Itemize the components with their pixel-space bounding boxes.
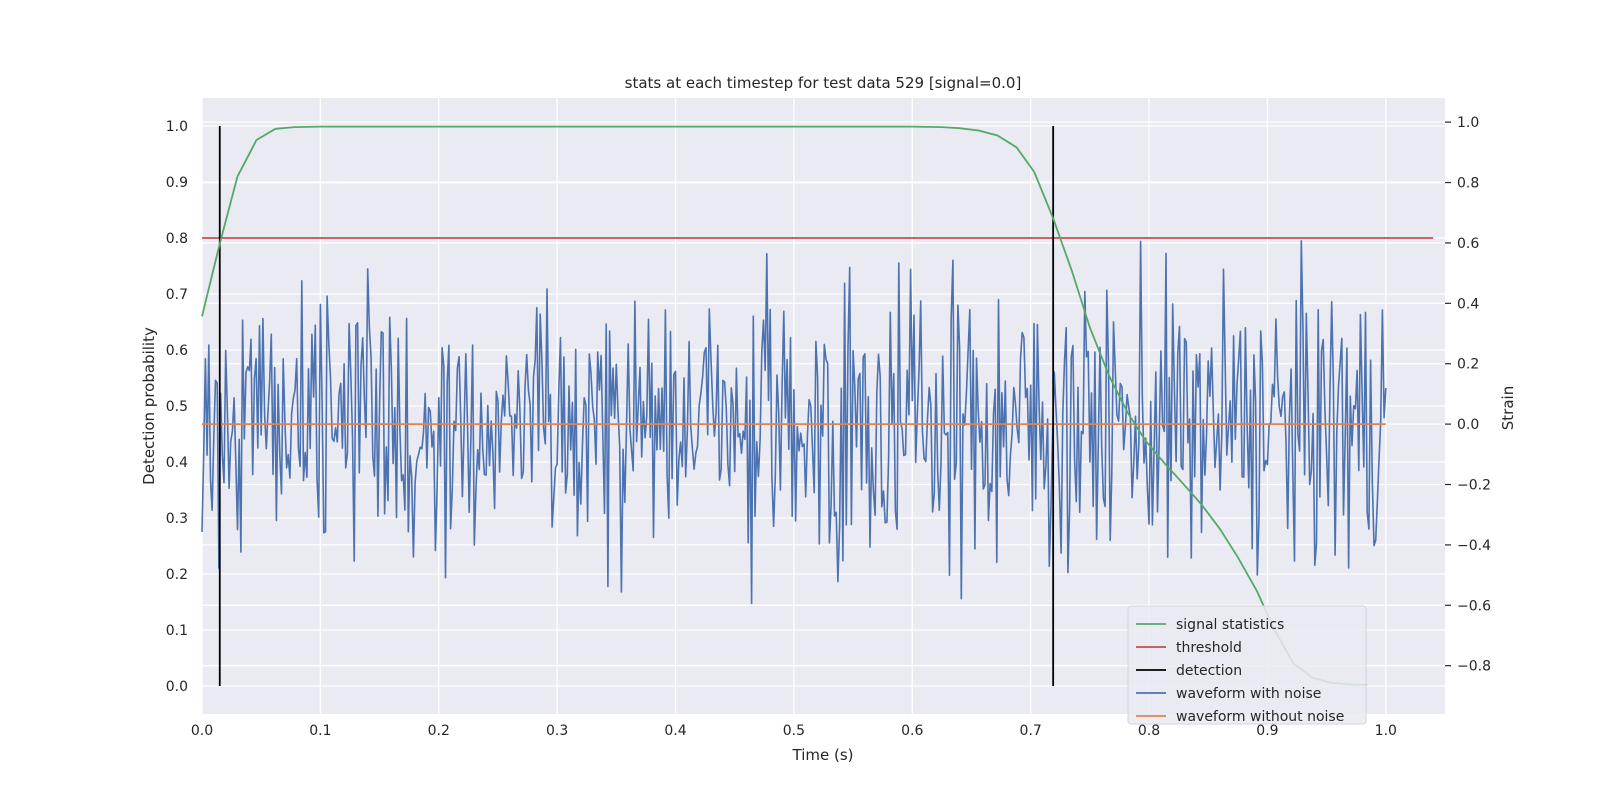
y-tick-label-left: 0.0 [166, 679, 188, 695]
x-tick-label: 1.0 [1375, 723, 1397, 739]
legend-label: waveform with noise [1176, 686, 1321, 702]
y-tick-label-left: 0.9 [166, 175, 188, 191]
legend-label: detection [1176, 663, 1242, 679]
y-axis-label-right: Strain [1499, 386, 1517, 430]
x-tick-label: 0.9 [1256, 723, 1278, 739]
legend-label: signal statistics [1176, 617, 1284, 633]
y-tick-label-right: 0.4 [1457, 296, 1479, 312]
y-tick-label-right: 0.8 [1457, 176, 1479, 192]
y-tick-label-left: 0.2 [166, 567, 188, 583]
x-tick-label: 0.3 [546, 723, 568, 739]
y-tick-label-left: 0.7 [166, 287, 188, 303]
legend: signal statistics threshold detection wavef… [1127, 605, 1367, 725]
y-tick-label-right: −0.2 [1457, 478, 1491, 494]
y-tick-label-right: 0.6 [1457, 236, 1479, 252]
legend-label: threshold [1176, 640, 1242, 656]
series-signal-statistics [201, 125, 1367, 686]
y-tick-label-right: −0.8 [1457, 659, 1491, 675]
x-axis: 0.0 0.1 0.2 0.3 0.4 0.5 0.6 0.7 0.8 0.9 1.0 [191, 723, 1397, 739]
x-tick-label: 0.5 [783, 723, 805, 739]
y-tick-label-left: 0.3 [166, 511, 188, 527]
x-axis-label: Time (s) [792, 746, 854, 764]
y-axis-left: 0.0 0.1 0.2 0.3 0.4 0.5 0.6 0.7 0.8 0.9 1.0 [166, 119, 188, 695]
legend-label: waveform without noise [1176, 709, 1344, 725]
x-tick-label: 0.7 [1020, 723, 1042, 739]
y-tick-label-left: 0.5 [166, 399, 188, 415]
chart-title: stats at each timestep for test data 529… [625, 74, 1022, 92]
series-waveform-with-noise [201, 240, 1387, 605]
y-tick-label-right: 0.0 [1457, 417, 1479, 433]
x-tick-label: 0.1 [309, 723, 331, 739]
x-tick-label: 0.8 [1138, 723, 1160, 739]
series-layer [201, 125, 1434, 686]
y-axis-label-left: Detection probability [140, 327, 158, 485]
y-tick-label-right: −0.4 [1457, 538, 1491, 554]
y-tick-label-left: 0.8 [166, 231, 188, 247]
y-tick-label-right: 1.0 [1457, 115, 1479, 131]
y-tick-label-left: 1.0 [166, 119, 188, 135]
y-axis-right: −0.8 −0.6 −0.4 −0.2 0.0 0.2 0.4 0.6 0.8 1.0 [1445, 115, 1491, 675]
x-tick-label: 0.6 [901, 723, 923, 739]
x-tick-label: 0.0 [191, 723, 213, 739]
x-tick-label: 0.2 [428, 723, 450, 739]
x-tick-label: 0.4 [664, 723, 686, 739]
y-tick-label-right: −0.6 [1457, 598, 1491, 614]
y-tick-label-left: 0.1 [166, 623, 188, 639]
y-tick-label-right: 0.2 [1457, 357, 1479, 373]
legend-box [1127, 605, 1367, 725]
y-tick-label-left: 0.4 [166, 455, 188, 471]
y-tick-label-left: 0.6 [166, 343, 188, 359]
